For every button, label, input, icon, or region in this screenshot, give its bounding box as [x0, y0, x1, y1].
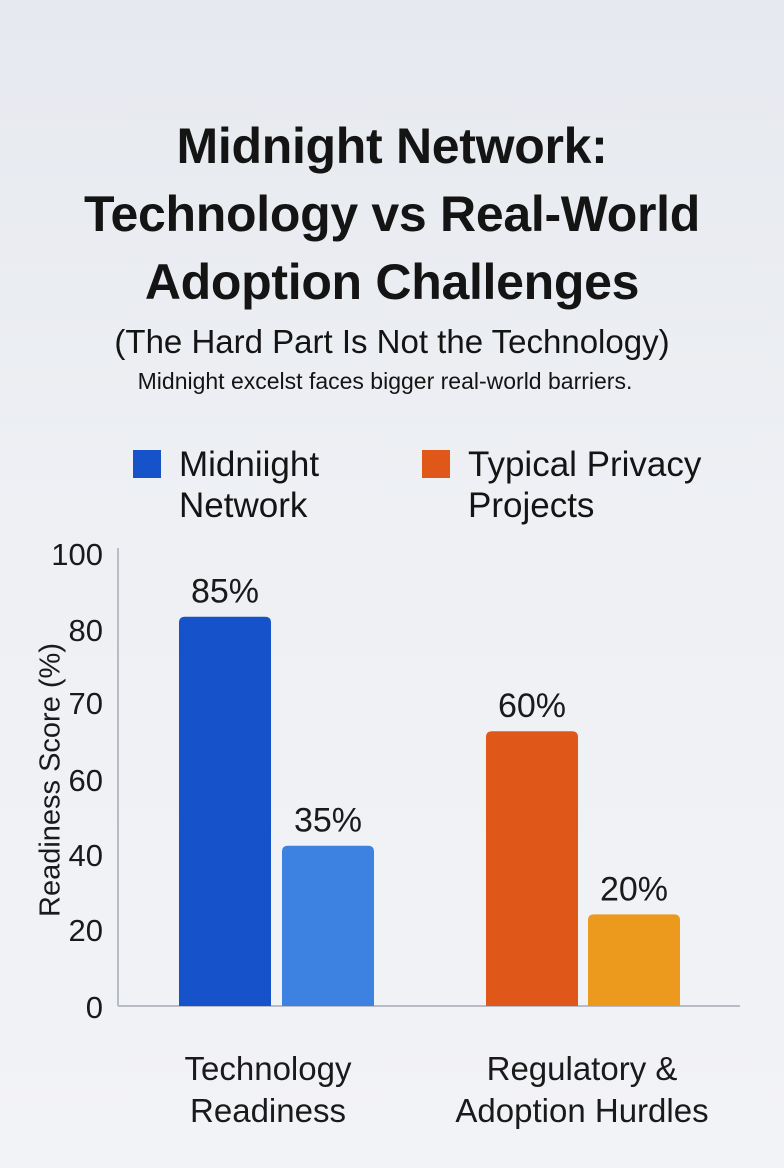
chart-title-line: Adoption Challenges: [144, 254, 640, 310]
category-label: Technology: [185, 1050, 352, 1087]
y-tick-label: 70: [69, 686, 103, 721]
y-tick-label: 80: [69, 613, 103, 648]
y-tick-label: 40: [69, 838, 103, 873]
bar-4-value-label: 20%: [600, 870, 668, 908]
y-tick-label: 20: [69, 913, 103, 948]
y-tick-label: 100: [51, 537, 103, 572]
bar-3-value-label: 60%: [498, 687, 566, 725]
category-label: Regulatory &: [487, 1050, 678, 1087]
chart-title: Midnight Network: Technology vs Real-Wor…: [0, 112, 784, 316]
bar-4: [588, 914, 680, 1006]
chart-note: Midnight excelst faces bigger real-world…: [137, 368, 633, 394]
legend-label-midnight: Midniight Network: [179, 445, 320, 525]
legend-swatch-midnight: [133, 450, 161, 478]
bar-2: [282, 845, 374, 1006]
legend-swatch-typical: [422, 450, 450, 478]
chart-title-line: Midnight Network:: [176, 118, 608, 174]
bar-3: [486, 731, 578, 1006]
chart-subtitle: (The Hard Part Is Not the Technology): [114, 323, 670, 360]
bar-2-value-label: 35%: [294, 802, 362, 840]
bar-1: [179, 616, 271, 1006]
legend-item-typical: Typical Privacy Projects: [422, 444, 738, 526]
category-label: Readiness: [190, 1092, 346, 1129]
legend-label-typical: Typical Privacy Projects: [468, 445, 702, 525]
legend-item-midnight: Midniight Network: [133, 444, 369, 526]
y-tick-label: 0: [86, 990, 103, 1025]
y-tick-label: 60: [69, 763, 103, 798]
category-label: Adoption Hurdles: [455, 1092, 708, 1129]
y-axis-title: Readiness Score (%): [35, 643, 67, 917]
chart-title-line: Technology vs Real-World: [83, 186, 701, 242]
bar-1-value-label: 85%: [191, 573, 259, 611]
